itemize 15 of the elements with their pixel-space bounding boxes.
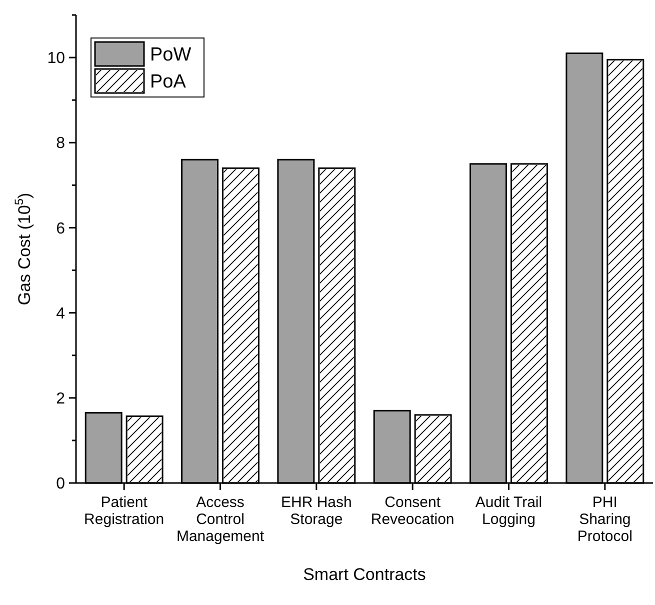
x-tick-label: Audit Trail Logging bbox=[475, 494, 542, 528]
y-tick-label: 8 bbox=[56, 135, 66, 152]
y-tick-label: 10 bbox=[47, 50, 66, 68]
y-tick-label: 4 bbox=[56, 305, 66, 322]
legend-label: PoW bbox=[150, 44, 192, 66]
x-tick-label: EHR Hash Storage bbox=[280, 494, 352, 528]
y-tick-label: 2 bbox=[56, 390, 66, 408]
legend-label: PoA bbox=[150, 72, 186, 93]
x-tick-label: Access Control Management bbox=[176, 494, 265, 545]
x-tick-label: Patient Registration bbox=[84, 494, 164, 528]
x-axis-title: Smart Contracts bbox=[303, 565, 426, 584]
y-tick-label: 0 bbox=[56, 476, 66, 493]
x-tick-label: Consent Reveocation bbox=[370, 494, 454, 528]
y-tick-label: 6 bbox=[56, 220, 66, 238]
x-tick-label: PHI Sharing Protocol bbox=[577, 494, 632, 545]
